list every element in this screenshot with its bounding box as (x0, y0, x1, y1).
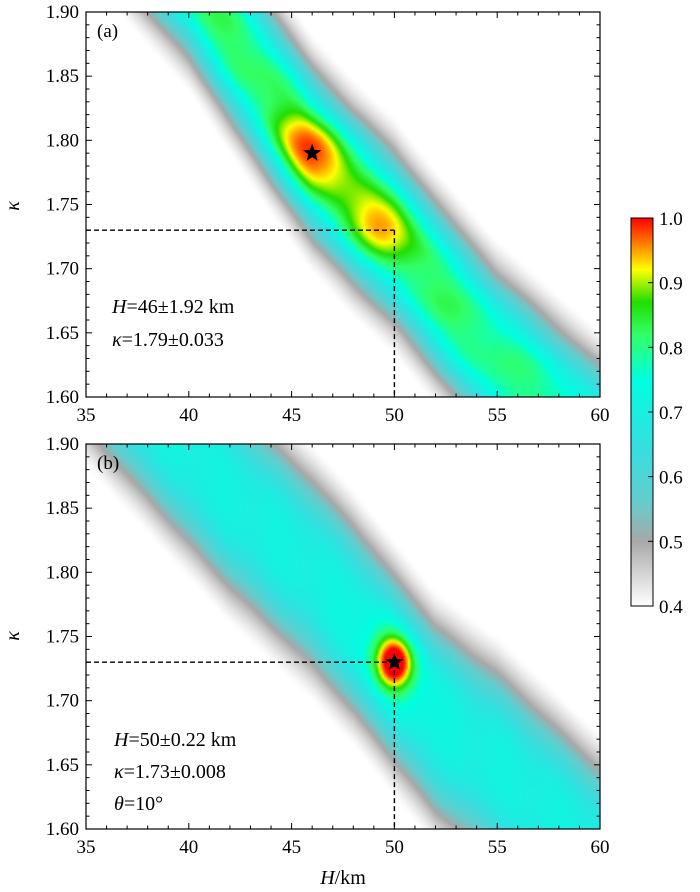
panel-label-b: (b) (97, 453, 119, 474)
x-tick-label: 45 (282, 837, 301, 858)
star-icon (303, 143, 322, 161)
x-tick-label: 50 (385, 837, 404, 858)
y-tick-label: 1.90 (46, 2, 79, 23)
x-tick-label: 40 (179, 405, 198, 426)
star-icon (385, 652, 404, 670)
colorbar-tick-label: 0.4 (659, 597, 683, 618)
panel-label-a: (a) (97, 21, 118, 42)
annotation-h-prefix-a: H (111, 296, 128, 318)
x-axis-label-b: H/km (319, 867, 366, 889)
x-tick-label: 55 (488, 837, 507, 858)
colorbar-tick-label: 0.9 (659, 274, 683, 295)
panel-a: 35 40 45 50 55 60 1.60 1.65 1.70 1.75 1.80 1.85 1.9… (2, 2, 610, 426)
annotation-theta-prefix-b: θ (114, 793, 124, 815)
x-tick-label: 60 (591, 837, 610, 858)
y-axis-label-a: κ (2, 201, 24, 211)
y-tick-label: 1.60 (46, 387, 79, 408)
x-tick-label: 40 (179, 837, 198, 858)
axis-ticks-a (85, 11, 601, 398)
annotation-h-b: H=50±0.22 km (113, 729, 237, 751)
y-tick-label: 1.70 (46, 259, 79, 280)
annotation-k-text-b: =1.73±0.008 (124, 761, 226, 783)
x-tick-labels-a: 35 40 45 50 55 60 (77, 405, 610, 426)
y-tick-label: 1.85 (46, 66, 79, 87)
colorbar: 1.0 0.9 0.8 0.7 0.6 0.5 0.4 (630, 209, 683, 618)
max-star-marker-a (303, 143, 322, 161)
colorbar-tick-label: 0.5 (659, 532, 683, 553)
colorbar-tick-label: 1.0 (659, 209, 683, 230)
heatmap-b (86, 444, 600, 829)
y-tick-label: 1.60 (46, 819, 79, 840)
x-tick-label: 45 (282, 405, 301, 426)
annotation-h-text-a: =46±1.92 km (126, 296, 234, 318)
panel-b: 35 40 45 50 55 60 1.60 1.65 1.70 1.75 1.80 1.85 1.9… (2, 434, 610, 889)
x-tick-labels-b: 35 40 45 50 55 60 (77, 837, 610, 858)
y-axis-label-b: κ (2, 631, 24, 641)
y-tick-label: 1.90 (46, 434, 79, 455)
y-tick-label: 1.65 (46, 755, 79, 776)
y-tick-label: 1.70 (46, 691, 79, 712)
annotation-k-a: κ=1.79±0.033 (112, 329, 224, 351)
y-tick-label: 1.65 (46, 323, 79, 344)
y-tick-labels-b: 1.60 1.65 1.70 1.75 1.80 1.85 1.90 (46, 434, 79, 840)
y-tick-label: 1.80 (46, 562, 79, 583)
reference-lines-b (86, 661, 396, 829)
y-tick-label: 1.85 (46, 498, 79, 519)
annotation-h-prefix-b: H (113, 729, 130, 751)
y-tick-labels-a: 1.60 1.65 1.70 1.75 1.80 1.85 1.90 (46, 2, 79, 408)
annotation-theta-text-b: =10° (124, 793, 163, 815)
x-tick-label: 50 (385, 405, 404, 426)
colorbar-tick-label: 0.8 (659, 338, 683, 359)
y-tick-label: 1.75 (46, 627, 79, 648)
max-star-marker-b (385, 652, 404, 670)
heatmap-a (86, 12, 600, 397)
x-tick-label: 55 (488, 405, 507, 426)
x-axis-label-unit: /km (335, 867, 367, 889)
x-tick-label: 60 (591, 405, 610, 426)
colorbar-tick-label: 0.6 (659, 468, 683, 489)
annotation-k-b: κ=1.73±0.008 (114, 761, 226, 783)
reference-lines-a (86, 229, 396, 397)
annotation-h-a: H=46±1.92 km (111, 296, 235, 318)
annotation-theta-b: θ=10° (114, 793, 163, 815)
x-tick-label: 35 (77, 837, 96, 858)
annotation-k-prefix-b: κ (114, 761, 124, 783)
annotation-k-text-a: =1.79±0.033 (122, 329, 224, 351)
colorbar-tick-label: 0.7 (659, 403, 683, 424)
x-axis-label-var: H (319, 867, 336, 889)
annotation-h-text-b: =50±0.22 km (128, 729, 236, 751)
y-tick-label: 1.80 (46, 130, 79, 151)
axis-ticks-b (85, 443, 601, 830)
annotation-k-prefix-a: κ (112, 329, 122, 351)
colorbar-ticks: 1.0 0.9 0.8 0.7 0.6 0.5 0.4 (648, 209, 683, 618)
y-tick-label: 1.75 (46, 195, 79, 216)
x-tick-label: 35 (77, 405, 96, 426)
